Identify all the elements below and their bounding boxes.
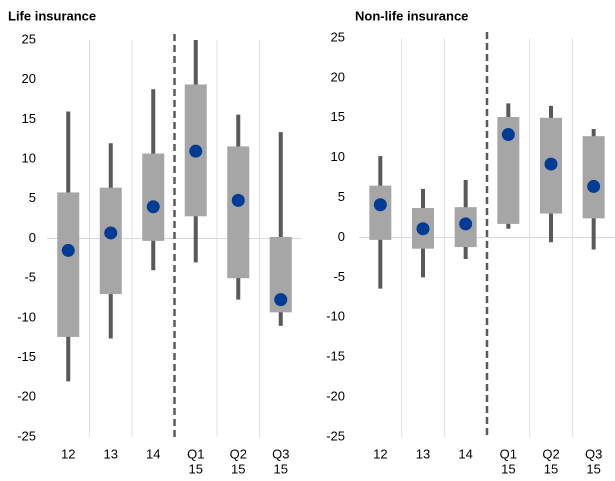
y-tick-label: -15 xyxy=(17,349,36,364)
point xyxy=(61,243,75,257)
y-tick-label: -25 xyxy=(17,428,36,443)
x-tick-label: 15 xyxy=(274,461,288,476)
y-tick-label: 25 xyxy=(22,31,36,46)
box xyxy=(57,192,80,337)
box xyxy=(369,185,392,240)
y-tick-label: 25 xyxy=(331,29,345,44)
box xyxy=(227,146,250,279)
x-tick-label: Q3 xyxy=(272,446,289,461)
x-tick-label: 14 xyxy=(146,446,160,461)
y-tick-label: 20 xyxy=(331,69,345,84)
x-tick-label: 15 xyxy=(501,461,515,476)
y-tick-label: 5 xyxy=(29,190,36,205)
y-tick-label: -15 xyxy=(326,349,345,364)
x-tick-label: Q1 xyxy=(187,446,204,461)
point xyxy=(189,144,203,158)
point xyxy=(231,193,245,207)
box xyxy=(142,153,165,241)
x-tick-label: 12 xyxy=(373,446,387,461)
x-tick-label: 15 xyxy=(189,461,203,476)
y-tick-label: 15 xyxy=(331,109,345,124)
point xyxy=(501,128,515,142)
x-tick-label: Q2 xyxy=(230,446,247,461)
point xyxy=(373,198,387,212)
point xyxy=(587,179,601,193)
y-tick-label: -5 xyxy=(333,269,345,284)
box xyxy=(582,136,605,219)
point xyxy=(416,222,430,236)
chart-title: Non-life insurance xyxy=(355,8,468,23)
y-tick-label: 5 xyxy=(338,189,345,204)
point xyxy=(544,157,558,171)
box xyxy=(99,187,122,295)
y-tick-label: -10 xyxy=(17,309,36,324)
x-tick-label: Q1 xyxy=(500,446,517,461)
x-tick-label: Q2 xyxy=(542,446,559,461)
x-tick-label: 15 xyxy=(544,461,558,476)
y-tick-label: 15 xyxy=(22,111,36,126)
y-tick-label: 0 xyxy=(29,230,36,245)
y-tick-label: -5 xyxy=(24,270,36,285)
y-tick-label: 10 xyxy=(22,151,36,166)
point xyxy=(274,293,288,307)
y-tick-label: 0 xyxy=(338,229,345,244)
x-tick-label: 13 xyxy=(104,446,118,461)
x-tick-label: 12 xyxy=(61,446,75,461)
y-tick-label: -10 xyxy=(326,309,345,324)
point xyxy=(459,217,473,231)
y-tick-label: -25 xyxy=(326,428,345,443)
point xyxy=(146,200,160,214)
y-tick-label: 10 xyxy=(331,149,345,164)
point xyxy=(104,226,118,240)
y-tick-label: -20 xyxy=(17,389,36,404)
x-tick-label: 15 xyxy=(586,461,600,476)
y-tick-label: 20 xyxy=(22,71,36,86)
y-tick-label: -20 xyxy=(326,389,345,404)
x-tick-label: 14 xyxy=(458,446,472,461)
x-tick-label: 15 xyxy=(231,461,245,476)
box xyxy=(269,236,292,313)
chart-title: Life insurance xyxy=(8,8,96,23)
x-tick-label: Q3 xyxy=(585,446,602,461)
x-tick-label: 13 xyxy=(416,446,430,461)
box xyxy=(497,117,520,224)
